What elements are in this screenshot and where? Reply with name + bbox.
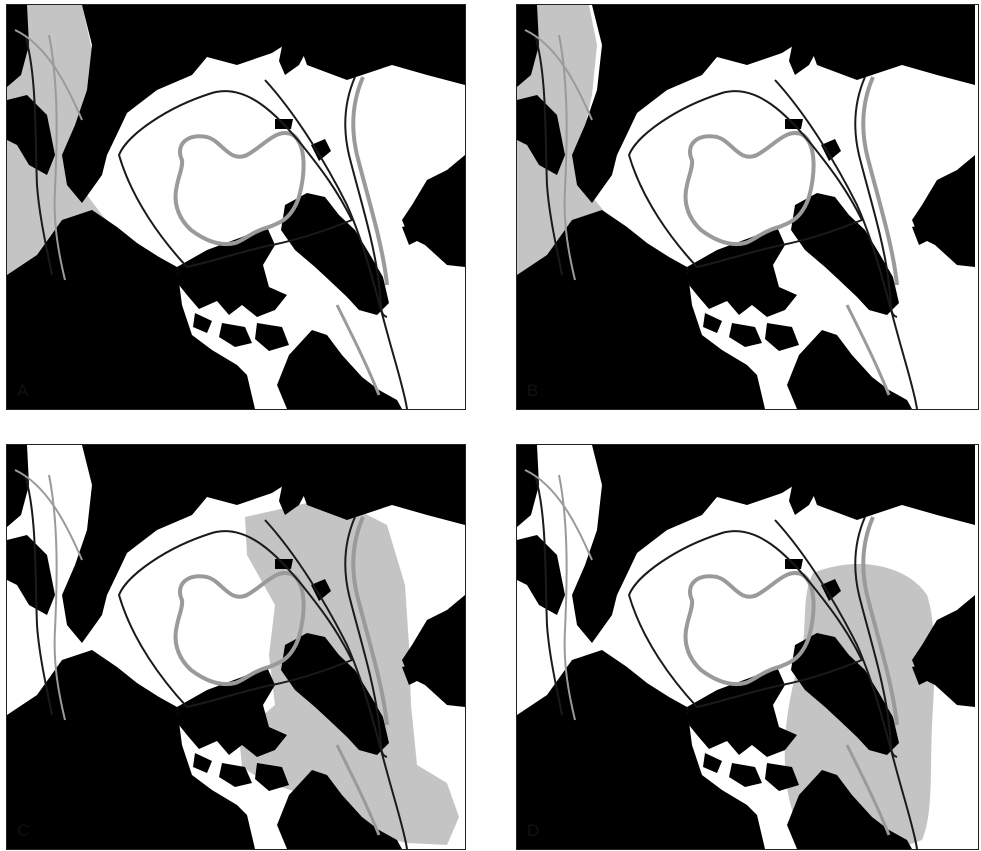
map-panel-a: A xyxy=(6,4,466,410)
map-d xyxy=(517,445,975,849)
panel-label: D xyxy=(527,821,540,840)
panel-label: B xyxy=(527,381,539,400)
map-panel-d: D xyxy=(516,444,979,850)
range-shading-west xyxy=(7,5,177,295)
map-c xyxy=(7,445,465,849)
map-panel-b: B xyxy=(516,4,979,410)
panel-label: A xyxy=(17,381,29,400)
map-panel-c: C xyxy=(6,444,466,850)
range-shading-west xyxy=(517,5,682,290)
map-b xyxy=(517,5,975,409)
map-a xyxy=(7,5,465,409)
panel-label: C xyxy=(17,821,30,840)
